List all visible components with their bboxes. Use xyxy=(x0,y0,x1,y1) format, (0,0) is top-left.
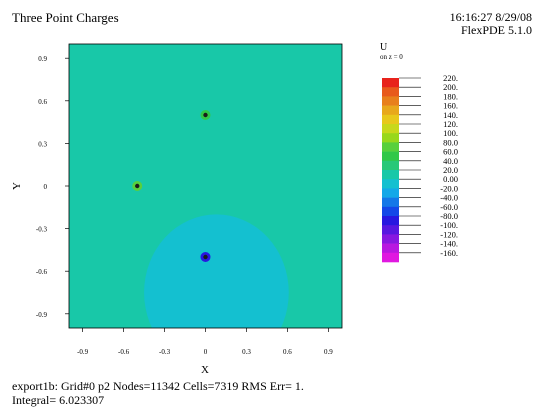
legend-swatch-0 xyxy=(382,78,399,88)
legend-swatch-6 xyxy=(382,133,399,143)
y-tick-label: 0.6 xyxy=(38,98,47,106)
legend-swatch-4 xyxy=(382,114,399,125)
point-charges xyxy=(132,110,211,262)
legend-label-5: 120. xyxy=(443,119,458,129)
point-charge-marker xyxy=(135,183,140,189)
x-axis-label: X xyxy=(201,364,209,376)
legend-swatch-19 xyxy=(382,252,399,263)
legend-label-10: 20.0 xyxy=(443,165,458,175)
legend-label-19: -160. xyxy=(440,248,458,258)
legend-label-17: -120. xyxy=(440,229,458,239)
legend-label-18: -140. xyxy=(440,239,458,249)
y-tick-label: 0.9 xyxy=(38,55,47,63)
legend-label-9: 40.0 xyxy=(443,156,458,166)
legend-swatch-3 xyxy=(382,105,399,116)
footer-integral: Integral= 6.023307 xyxy=(12,393,104,407)
y-tick-label: 0 xyxy=(44,183,48,191)
plot-area: -0.9 -0.6 -0.3 0 0.3 0.6 0.9 0.90.60.30-0.3-0.… xyxy=(36,43,343,356)
y-tick-label: 0.3 xyxy=(38,140,47,148)
legend-swatch-15 xyxy=(382,216,399,226)
color-legend: 220.200.180.160.140.120.100.80.060.040.0… xyxy=(382,73,458,263)
legend-swatch-2 xyxy=(382,96,399,106)
legend-variable: U xyxy=(380,42,388,53)
contour-region-0 xyxy=(144,214,289,328)
legend-label-16: -100. xyxy=(440,220,458,230)
legend-swatch-5 xyxy=(382,124,399,134)
legend-label-8: 60.0 xyxy=(443,147,458,157)
legend-label-13: -40.0 xyxy=(440,193,458,203)
legend-swatch-1 xyxy=(382,87,399,97)
software-version: FlexPDE 5.1.0 xyxy=(461,23,532,37)
contour-regions xyxy=(144,214,289,328)
x-tick-label: -0.9 xyxy=(77,348,89,356)
legend-label-3: 160. xyxy=(443,101,458,111)
legend-swatch-13 xyxy=(382,197,399,208)
x-tick-label: 0.6 xyxy=(283,348,292,356)
footer-grid-info: export1b: Grid#0 p2 Nodes=11342 Cells=73… xyxy=(12,379,304,393)
x-tick-label: -0.3 xyxy=(159,348,171,356)
y-tick-label: -0.9 xyxy=(36,311,48,319)
legend-label-12: -20.0 xyxy=(440,183,458,193)
legend-swatch-9 xyxy=(382,160,399,171)
legend-swatch-17 xyxy=(382,234,399,244)
y-axis-ticks: 0.9 0.6 0.3 0 -0.3 -0.6 -0.9 xyxy=(36,55,69,319)
point-charge-marker xyxy=(203,112,208,118)
legend-label-11: 0.00 xyxy=(443,174,458,184)
legend-subtitle: on z = 0 xyxy=(380,53,403,61)
legend-swatch-10 xyxy=(382,170,399,180)
point-charge-1 xyxy=(132,181,143,191)
y-axis-label: Y xyxy=(11,182,23,190)
legend-swatch-18 xyxy=(382,243,399,254)
legend-label-7: 80.0 xyxy=(443,137,458,147)
x-axis-ticks: -0.9 -0.6 -0.3 0 0.3 0.6 0.9 xyxy=(77,328,333,356)
point-charge-marker xyxy=(203,254,208,260)
legend-label-15: -80.0 xyxy=(440,211,458,221)
timestamp: 16:16:27 8/29/08 xyxy=(450,10,532,24)
legend-swatch-16 xyxy=(382,225,399,235)
x-tick-label: 0.9 xyxy=(324,348,333,356)
legend-label-1: 200. xyxy=(443,82,458,92)
legend-swatch-12 xyxy=(382,188,399,198)
plot-title: Three Point Charges xyxy=(12,10,119,25)
legend-swatch-7 xyxy=(382,142,399,152)
y-tick-label: -0.6 xyxy=(36,268,48,276)
legend-swatch-8 xyxy=(382,151,399,162)
x-tick-label: 0.3 xyxy=(242,348,251,356)
legend-label-14: -60.0 xyxy=(440,202,458,212)
y-tick-label: -0.3 xyxy=(36,226,48,234)
legend-label-2: 180. xyxy=(443,91,458,101)
point-charge-2 xyxy=(200,252,211,262)
x-tick-label: -0.6 xyxy=(118,348,130,356)
legend-label-6: 100. xyxy=(443,128,458,138)
x-tick-label: 0 xyxy=(204,348,208,356)
legend-swatch-11 xyxy=(382,179,399,189)
legend-swatch-14 xyxy=(382,206,399,217)
point-charge-0 xyxy=(200,110,211,120)
legend-label-0: 220. xyxy=(443,73,458,83)
legend-label-4: 140. xyxy=(443,110,458,120)
